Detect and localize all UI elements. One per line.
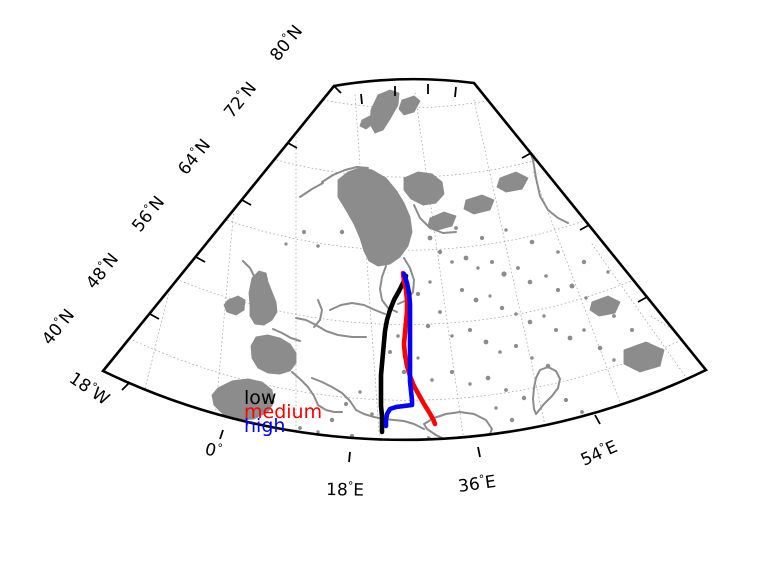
- label-lon-36e: 36°E: [457, 470, 498, 497]
- latitude-labels: 80°N 72°N 64°N 56°N 48°N: [37, 21, 307, 350]
- label-lat-40: 40°N: [37, 305, 79, 350]
- legend-label-medium[interactable]: medium: [244, 401, 322, 423]
- tick-lat-72: [287, 142, 298, 149]
- coast-scotland-north: [242, 260, 255, 277]
- coast-arctic-blob-2: [463, 194, 495, 215]
- frame-ticks: [103, 84, 648, 463]
- trajectories: [378, 270, 438, 435]
- tick-lon-18w: [121, 382, 130, 391]
- label-lat-56: 56°N: [127, 192, 169, 237]
- coast-svalbard-e: [398, 95, 421, 116]
- legend: low medium high: [244, 387, 322, 437]
- coast-lake-blob-5-inner: [627, 345, 659, 369]
- tick-lon-18e: [348, 451, 351, 463]
- label-lon-0: 0°: [203, 438, 224, 463]
- coast-mediterranean-east: [355, 409, 425, 430]
- tick-lon-36e: [477, 446, 481, 458]
- map-interior: [103, 79, 706, 440]
- tick-lon-54e: [594, 414, 601, 425]
- label-lat-72: 72°N: [219, 78, 261, 123]
- coast-france: [250, 334, 297, 375]
- coast-scandinavia: [337, 167, 413, 267]
- coast-ireland: [223, 295, 246, 316]
- legend-label-low[interactable]: low: [244, 387, 276, 409]
- coast-north-germany: [295, 317, 367, 338]
- tick-right-2: [579, 224, 590, 231]
- tick-right-1: [521, 152, 532, 159]
- coast-norway-north: [321, 166, 369, 183]
- label-lat-64: 64°N: [173, 135, 215, 180]
- tick-top-1: [360, 93, 363, 105]
- coast-norway-nw: [299, 182, 324, 198]
- tick-top-4: [454, 86, 457, 98]
- coast-kola: [403, 171, 445, 206]
- coast-denmark: [313, 299, 323, 328]
- trajectory-low: [378, 273, 409, 435]
- label-lat-80: 80°N: [265, 21, 307, 66]
- coast-franz-josef: [564, 151, 616, 197]
- tick-lat-80: [333, 85, 342, 94]
- coast-italy-south: [317, 404, 343, 413]
- trajectory-high: [383, 271, 415, 429]
- tick-right-3: [637, 296, 648, 303]
- tick-lat-64: [241, 199, 252, 206]
- coast-arctic-blob-3: [496, 171, 529, 193]
- coast-arctic-blob-1: [427, 211, 457, 231]
- coast-great-britain: [248, 270, 278, 326]
- tick-lon-0: [219, 429, 224, 440]
- tick-lat-56: [195, 256, 206, 263]
- map-frame: [100, 77, 709, 442]
- coast-adriatic-west: [311, 377, 357, 411]
- label-lon-18e: 18°E: [326, 479, 364, 501]
- label-lat-48: 48°N: [81, 249, 123, 294]
- coast-white-sea: [413, 204, 457, 234]
- coast-channel: [272, 328, 301, 342]
- tick-lat-48: [149, 313, 160, 320]
- coast-iceland-n: [190, 187, 217, 205]
- coast-italy-west: [291, 371, 319, 406]
- legend-label-high[interactable]: high: [244, 415, 285, 437]
- coast-arctic-blob-4: [589, 295, 621, 317]
- coast-iberia: [211, 378, 275, 421]
- trajectory-medium: [400, 270, 438, 427]
- coast-baltic-south: [329, 302, 386, 315]
- tick-lat-40: [103, 370, 114, 377]
- coast-svalbard-w: [359, 115, 375, 130]
- label-lon-54e: 54°E: [577, 436, 620, 471]
